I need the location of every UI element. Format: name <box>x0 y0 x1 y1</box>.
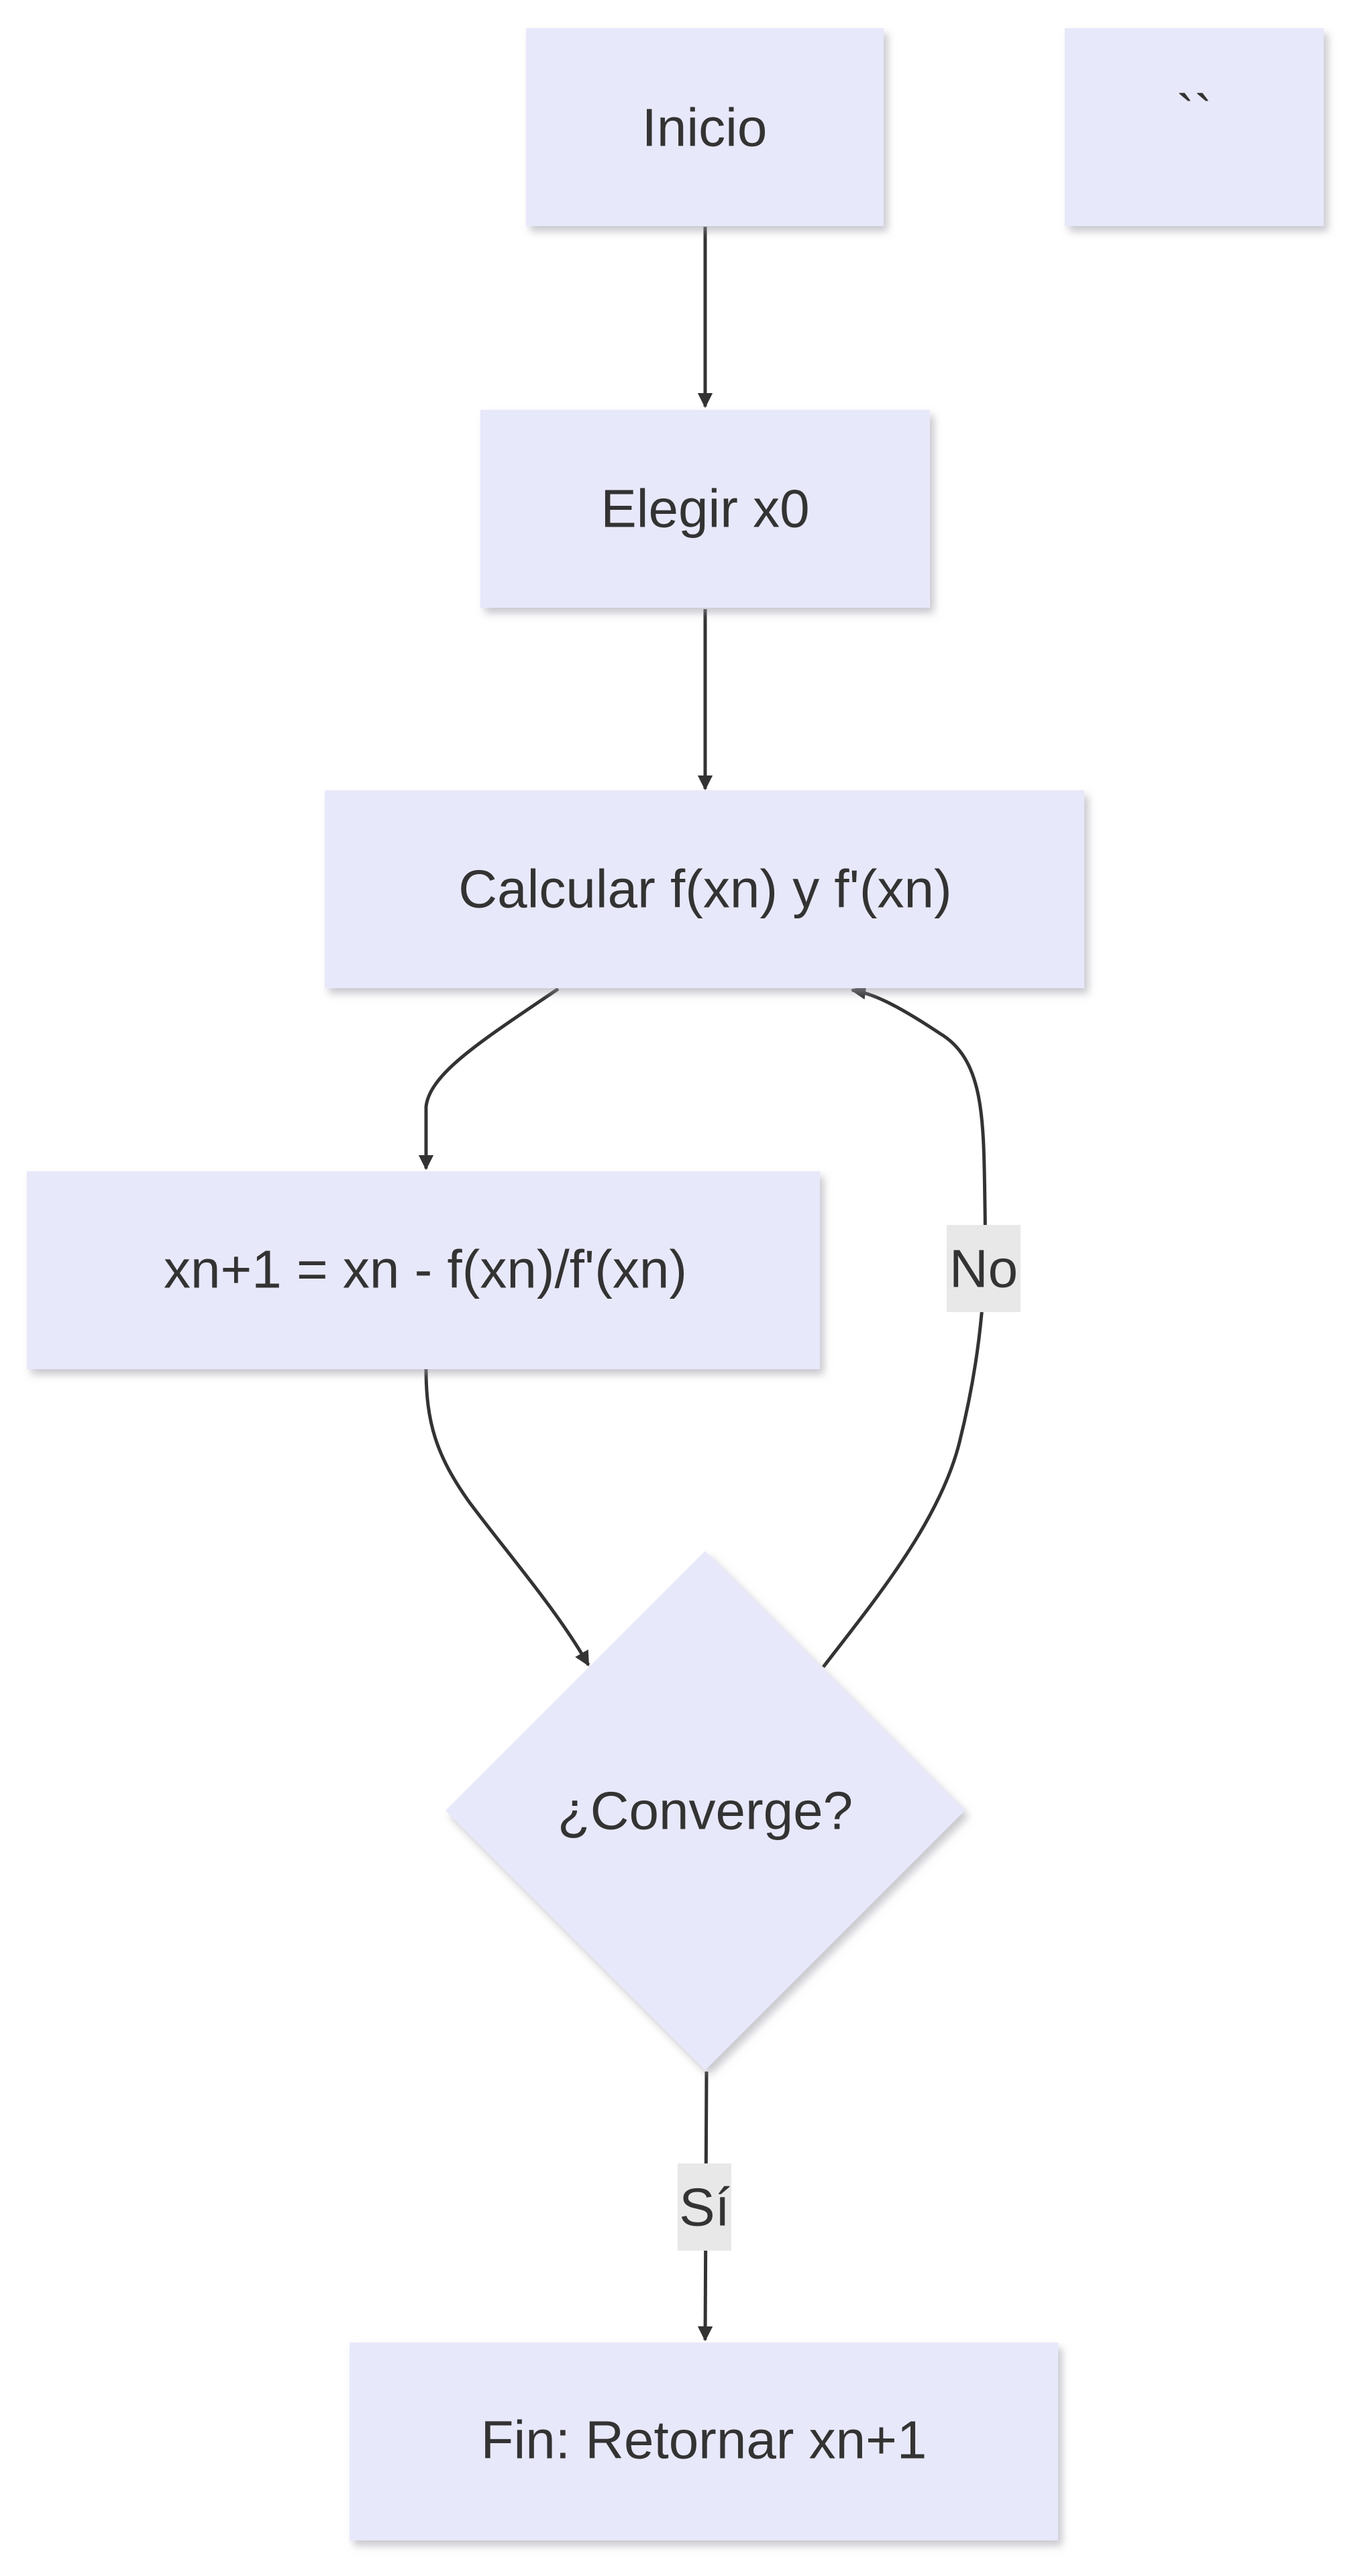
edge-formula-converge <box>424 1368 590 1666</box>
node-inicio[interactable]: Inicio <box>526 28 884 226</box>
edge-calcular-formula <box>418 987 560 1171</box>
node-elegir-x0-label: Elegir x0 <box>600 479 809 539</box>
node-converge-decision[interactable]: ¿Converge? <box>446 1551 965 2070</box>
edge-label-si: Sí <box>678 2163 731 2251</box>
node-elegir-x0[interactable]: Elegir x0 <box>480 410 930 608</box>
node-fin-label: Fin: Retornar xn+1 <box>481 2410 927 2470</box>
node-formula-label: xn+1 = xn - f(xn)/f'(xn) <box>164 1240 687 1299</box>
node-backticks[interactable]: `` <box>1065 28 1324 226</box>
edge-label-si-text: Sí <box>679 2178 730 2237</box>
edge-label-no: No <box>947 1225 1021 1312</box>
node-backticks-label: `` <box>1176 85 1212 144</box>
edge-converge-calcular-no <box>822 984 987 1668</box>
node-inicio-label: Inicio <box>642 98 768 158</box>
edge-label-no-text: No <box>949 1239 1018 1299</box>
node-formula[interactable]: xn+1 = xn - f(xn)/f'(xn) <box>27 1171 820 1369</box>
node-fin[interactable]: Fin: Retornar xn+1 <box>350 2343 1058 2540</box>
node-calcular-label: Calcular f(xn) y f'(xn) <box>458 859 951 919</box>
node-calcular[interactable]: Calcular f(xn) y f'(xn) <box>325 790 1084 988</box>
node-converge-label: ¿Converge? <box>558 1781 853 1841</box>
